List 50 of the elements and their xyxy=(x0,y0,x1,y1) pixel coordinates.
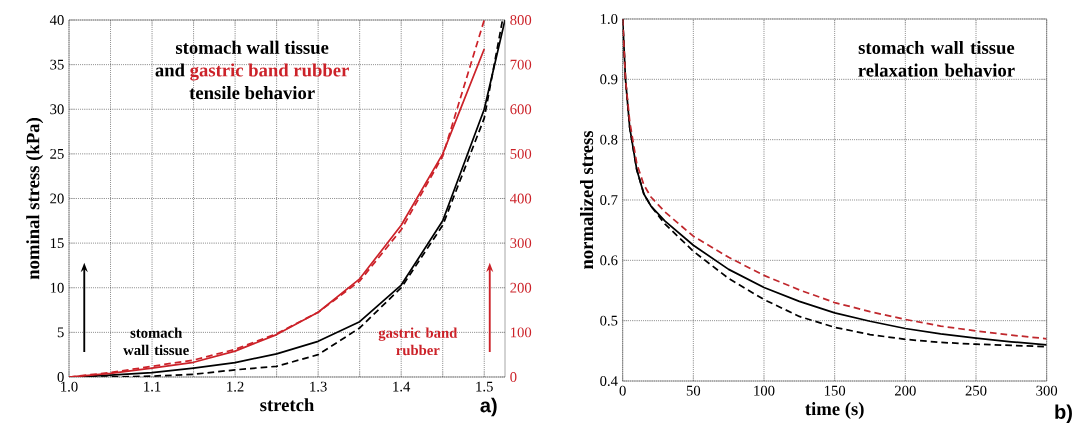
x-axis-title: time (s) xyxy=(805,402,864,420)
y-tick-label: 40 xyxy=(49,15,64,25)
x-tick-label: 250 xyxy=(965,385,987,396)
annotation: stomach wall tissue xyxy=(175,40,329,54)
y-tick-label: 0 xyxy=(57,372,64,382)
x-axis-title: stretch xyxy=(260,398,315,412)
annotation: stomach wall tissue xyxy=(123,327,189,356)
y-tick-label: 0.6 xyxy=(600,255,618,266)
annotation: gastric band rubber xyxy=(378,327,458,356)
x-tick-label: 100 xyxy=(754,385,775,396)
y2-tick-label: 500 xyxy=(510,148,532,159)
annotation: stomach wall tissue relaxation behavior xyxy=(858,40,1015,77)
x-tick-label: 1.2 xyxy=(227,381,244,392)
x-tick-label: 1.3 xyxy=(310,381,327,392)
y2-tick-label: 800 xyxy=(510,15,532,25)
y-tick-label: 0.5 xyxy=(600,315,618,326)
annotation: gastric band rubber xyxy=(190,63,349,81)
y-tick-label: 10 xyxy=(50,282,64,293)
y2-tick-label: 0 xyxy=(510,372,517,382)
y-tick-label: 25 xyxy=(50,148,64,159)
y-tick-label: 0.9 xyxy=(600,74,618,85)
y2-tick-label: 300 xyxy=(510,238,532,249)
x-tick-label: 1.5 xyxy=(476,381,493,392)
y-tick-label: 0.7 xyxy=(600,195,618,205)
y-tick-label: 35 xyxy=(50,59,64,70)
text: b) xyxy=(1055,404,1072,424)
x-tick-label: 150 xyxy=(824,385,846,396)
y2-tick-label: 200 xyxy=(510,282,532,293)
x-tick-label: 1.4 xyxy=(393,381,411,392)
text: a) xyxy=(480,397,497,417)
y2-tick-label: 100 xyxy=(511,327,532,338)
y-tick-label: 15 xyxy=(50,238,64,249)
annotation: tensile behavior xyxy=(189,86,315,100)
x-tick-label: 50 xyxy=(686,385,701,396)
y-tick-label: 1.0 xyxy=(600,14,618,24)
y2-tick-label: 400 xyxy=(510,193,532,204)
y-tick-label: 5 xyxy=(57,327,64,338)
x-tick-label: 300 xyxy=(1036,385,1058,396)
y-tick-label: 30 xyxy=(50,104,64,115)
x-tick-label: 0 xyxy=(619,385,626,396)
y-axis-title: normalized stress xyxy=(579,130,594,270)
y2-tick-label: 700 xyxy=(510,59,532,70)
y2-tick-label: 600 xyxy=(510,104,532,115)
y-tick-label: 20 xyxy=(50,193,64,204)
x-tick-label: 200 xyxy=(894,385,916,396)
x-tick-label: 1.1 xyxy=(144,381,161,392)
y-axis-title: nominal stress (kPa) xyxy=(26,118,44,280)
annotation: and xyxy=(155,63,185,77)
y-tick-label: 0.4 xyxy=(600,376,618,386)
y-tick-label: 0.8 xyxy=(600,134,618,145)
